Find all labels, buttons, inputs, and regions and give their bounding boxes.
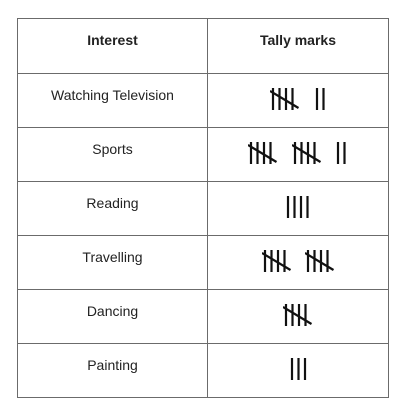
- tally-cross-stroke: [291, 144, 321, 163]
- tally-group: [290, 358, 306, 380]
- table-row: Reading: [17, 181, 389, 236]
- tally-group-five: [270, 88, 300, 110]
- table-row: Painting: [17, 343, 389, 398]
- tally-marks: [285, 195, 311, 219]
- tally-marks: [248, 141, 348, 165]
- interest-cell: Painting: [17, 343, 208, 398]
- tally-cell: [207, 73, 389, 128]
- tally-cross-stroke: [261, 252, 291, 271]
- tally-cross-stroke: [283, 306, 313, 325]
- tally-group-five: [248, 142, 278, 164]
- tally-cross-stroke: [270, 90, 300, 109]
- tally-group: [287, 196, 309, 218]
- tally-marks: [261, 249, 335, 273]
- tally-cell: [207, 343, 389, 398]
- header-interest: Interest: [17, 18, 208, 74]
- interest-cell: Dancing: [17, 289, 208, 344]
- tally-cell: [207, 181, 389, 236]
- table-row: Sports: [17, 127, 389, 182]
- tally-group-five: [305, 250, 335, 272]
- tally-group-five: [291, 142, 321, 164]
- interest-cell: Travelling: [17, 235, 208, 290]
- header-row: Interest Tally marks: [17, 18, 389, 74]
- tally-group: [315, 88, 325, 110]
- table-row: Dancing: [17, 289, 389, 344]
- table-row: Travelling: [17, 235, 389, 290]
- tally-group: [337, 142, 346, 164]
- interest-cell: Watching Television: [17, 73, 208, 128]
- tally-group-five: [261, 250, 291, 272]
- tally-group-five: [283, 304, 313, 326]
- tally-table: Interest Tally marks Watching Television…: [17, 18, 389, 398]
- tally-marks: [283, 303, 313, 327]
- table-row: Watching Television: [17, 73, 389, 128]
- interest-cell: Sports: [17, 127, 208, 182]
- interest-cell: Reading: [17, 181, 208, 236]
- tally-marks: [270, 87, 326, 111]
- tally-cross-stroke: [305, 252, 335, 271]
- tally-marks: [289, 357, 308, 381]
- tally-cell: [207, 127, 389, 182]
- header-tally-marks: Tally marks: [207, 18, 389, 74]
- tally-cell: [207, 289, 389, 344]
- tally-cell: [207, 235, 389, 290]
- tally-cross-stroke: [248, 144, 278, 163]
